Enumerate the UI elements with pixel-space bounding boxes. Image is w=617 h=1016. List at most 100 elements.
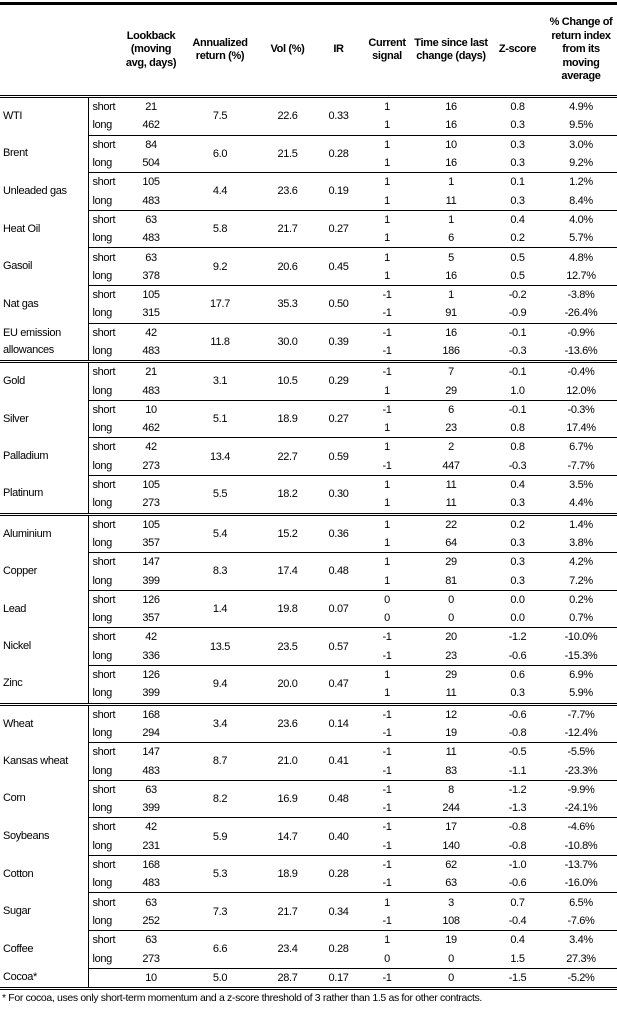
z-score-value: -0.1 — [490, 322, 545, 342]
horizon-label: long — [92, 764, 113, 777]
vol-value: 28.7 — [260, 967, 315, 989]
z-score-value: -0.8 — [508, 839, 527, 852]
lookback-value: 378 — [142, 269, 160, 282]
vol-value: 14.7 — [260, 817, 315, 856]
horizon-label: long — [92, 384, 113, 397]
pct-change-value: 0.2% — [545, 589, 617, 610]
current-signal-value: -1 — [382, 307, 392, 320]
time-since-change-value: 1 — [412, 172, 490, 192]
z-score-value: -0.4 — [508, 914, 527, 927]
table-row: WTI short 21 7.5 22.6 0.33 1 16 0.8 4.9% — [0, 96, 617, 136]
horizon-label: long — [92, 459, 113, 472]
z-score-value: 0.3 — [510, 119, 525, 132]
table-row: long 273 0 0 1.5 27.3% — [0, 949, 617, 968]
commodity-name: Gasoil — [0, 247, 89, 286]
lookback-value: 10 — [122, 967, 180, 989]
ir-value: 0.28 — [315, 134, 362, 173]
horizon-label: long — [92, 194, 113, 207]
pct-change-value: -7.7% — [567, 459, 595, 472]
lookback-value: 294 — [142, 726, 160, 739]
pct-change-value: 4.2% — [545, 552, 617, 572]
pct-change-value: -16.0% — [564, 877, 598, 890]
horizon-label — [88, 967, 122, 989]
table-row: long 252 -1 108 -0.4 -7.6% — [0, 912, 617, 931]
current-signal-value: 1 — [362, 552, 412, 572]
horizon-label: long — [92, 726, 113, 739]
commodity-name: WTI — [0, 96, 89, 136]
horizon-label: short — [88, 552, 122, 572]
lookback-value: 84 — [122, 134, 180, 154]
time-since-change-value: 140 — [442, 839, 460, 852]
commodity-name: Nat gas — [0, 285, 89, 324]
table-row: long 483 1 29 1.0 12.0% — [0, 381, 617, 400]
annualized-return-value: 4.4 — [180, 172, 260, 211]
z-score-value: 0.0 — [510, 612, 525, 625]
pct-change-value: 7.2% — [569, 574, 593, 587]
z-score-value: 0.8 — [490, 437, 545, 457]
annualized-return-value: 5.0 — [180, 967, 260, 989]
time-since-change-value: 7 — [412, 360, 490, 382]
commodity-name: Aluminium — [0, 512, 89, 553]
horizon-label: long — [92, 687, 113, 700]
ir-value: 0.34 — [315, 892, 362, 931]
pct-change-value: 9.5% — [569, 119, 593, 132]
z-score-value: -1.5 — [490, 967, 545, 989]
current-signal-value: -1 — [362, 817, 412, 837]
current-signal-value: 1 — [384, 232, 390, 245]
table-row: Aluminium short 105 5.4 15.2 0.36 1 22 0.2 1.4% — [0, 512, 617, 553]
annualized-return-value: 13.5 — [180, 627, 260, 666]
pct-change-value: -24.1% — [564, 802, 598, 815]
current-signal-value: -1 — [362, 627, 412, 647]
commodity-name: Nickel — [0, 627, 89, 666]
table-row: long 399 1 81 0.3 7.2% — [0, 571, 617, 590]
horizon-label: long — [92, 497, 113, 510]
vol-value: 23.6 — [260, 172, 315, 211]
z-score-value: -0.3 — [508, 459, 527, 472]
annualized-return-value: 8.2 — [180, 779, 260, 818]
horizon-label: long — [92, 802, 113, 815]
header-ir: IR — [333, 43, 344, 56]
z-score-value: 0.2 — [510, 232, 525, 245]
commodity-name: Unleaded gas — [0, 172, 89, 211]
pct-change-value: -5.2% — [545, 967, 617, 989]
table-row: long 315 -1 91 -0.9 -26.4% — [0, 304, 617, 323]
commodity-name: Silver — [0, 400, 89, 438]
annualized-return-value: 5.5 — [180, 474, 260, 515]
z-score-value: -0.1 — [490, 360, 545, 382]
time-since-change-value: 447 — [442, 459, 460, 472]
current-signal-value: 1 — [384, 384, 390, 397]
lookback-value: 105 — [122, 284, 180, 305]
table-row: Gasoil short 63 9.2 20.6 0.45 1 5 0.5 4.8% — [0, 247, 617, 286]
time-since-change-value: 0 — [448, 952, 454, 965]
horizon-label: short — [88, 817, 122, 837]
time-since-change-value: 3 — [412, 892, 490, 912]
lookback-value: 63 — [122, 930, 180, 950]
horizon-label: short — [88, 627, 122, 647]
table-row: Silver short 10 5.1 18.9 0.27 -1 6 -0.1 -0.3% — [0, 399, 617, 438]
table-row: Cocoa* 10 5.0 28.7 0.17 -1 0 -1.5 -5.2% — [0, 967, 617, 989]
time-since-change-value: 16 — [412, 322, 490, 342]
pct-change-value: -26.4% — [564, 307, 598, 320]
lookback-value: 462 — [142, 422, 160, 435]
table-row: Kansas wheat short 147 8.7 21.0 0.41 -1 11 -0.5-… — [0, 742, 617, 781]
z-score-value: 1.0 — [510, 384, 525, 397]
annualized-return-value: 1.4 — [180, 589, 260, 628]
horizon-label: short — [88, 96, 122, 117]
time-since-change-value: 23 — [445, 649, 457, 662]
table-row: long 357 1 64 0.3 3.8% — [0, 534, 617, 553]
lookback-value: 21 — [122, 96, 180, 117]
annualized-return-value: 7.5 — [180, 96, 260, 136]
horizon-label: short — [88, 664, 122, 685]
table-row: long 483 -1 63 -0.6 -16.0% — [0, 874, 617, 893]
commodity-name: EU emission allowances — [0, 323, 89, 362]
current-signal-value: -1 — [382, 839, 392, 852]
horizon-label: short — [88, 322, 122, 342]
time-since-change-value: 29 — [412, 664, 490, 685]
lookback-value: 273 — [142, 459, 160, 472]
z-score-value: 0.3 — [510, 157, 525, 170]
ir-value: 0.17 — [315, 967, 362, 989]
time-since-change-value: 11 — [445, 194, 457, 207]
current-signal-value: -1 — [362, 284, 412, 305]
z-score-value: -0.3 — [508, 345, 527, 357]
current-signal-value: -1 — [382, 649, 392, 662]
